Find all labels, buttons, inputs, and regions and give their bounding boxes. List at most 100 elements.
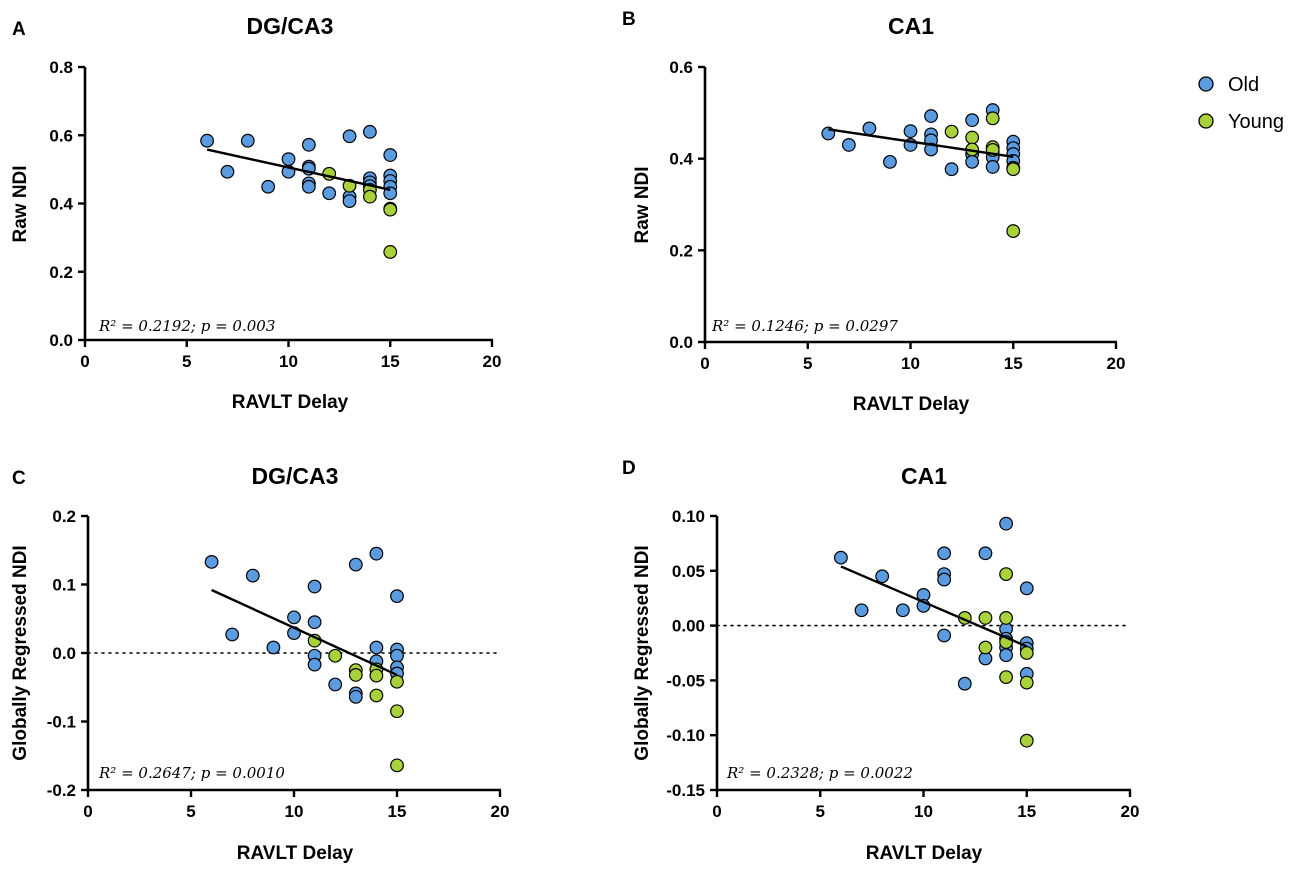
panel-a-point-young bbox=[363, 189, 377, 204]
panel-a-x-tick-label: 0 bbox=[80, 352, 89, 371]
panel-a-point-old bbox=[200, 133, 215, 148]
panel-d-y-tick-label: -0.05 bbox=[666, 671, 705, 690]
panel-d-point-young bbox=[978, 640, 993, 655]
panel-d-point-young bbox=[1019, 733, 1034, 748]
panel-c-y-tick-label: 0.1 bbox=[52, 576, 76, 595]
panel-c-point-old bbox=[369, 546, 384, 561]
panel-a-point-young bbox=[383, 202, 398, 217]
panel-a-x-tick-label: 5 bbox=[182, 352, 191, 371]
panel-d-point-old bbox=[834, 550, 848, 565]
panel-b-series-young bbox=[944, 111, 1021, 238]
panel-a-point-old bbox=[383, 148, 398, 162]
panel-b-axes: 0.0 0.2 0.4 0.6 0 5 10 15 20 bbox=[669, 58, 1125, 373]
panel-c-point-old bbox=[225, 627, 240, 642]
panel-b-point-old bbox=[944, 162, 959, 177]
panel-a-x-tick-label: 15 bbox=[381, 352, 400, 371]
panel-a-chart: A DG/CA3 RAVLT Delay Raw NDI R² = 0.2192… bbox=[10, 13, 501, 413]
panel-c-point-young bbox=[390, 758, 404, 773]
panel-c-point-young bbox=[348, 668, 363, 682]
panel-a-point-old bbox=[240, 133, 255, 148]
panel-c-point-old bbox=[390, 589, 404, 604]
panel-c-y-tick-label: 0.0 bbox=[52, 644, 76, 663]
panel-b-x-tick-label: 20 bbox=[1107, 354, 1126, 373]
panel-c-point-old bbox=[307, 579, 322, 594]
panel-b-y-tick-label: 0.2 bbox=[669, 241, 693, 260]
panel-a-point-old bbox=[220, 164, 235, 179]
panel-c-x-tick-label: 5 bbox=[186, 802, 195, 821]
panel-b-x-tick-label: 10 bbox=[901, 354, 920, 373]
panel-d-point-old bbox=[1019, 581, 1034, 596]
panel-a-point-old bbox=[281, 152, 296, 167]
panel-b-point-old bbox=[965, 113, 980, 128]
panel-a-regression-line bbox=[206, 148, 391, 192]
panel-a-y-tick-label: 0.4 bbox=[49, 195, 73, 214]
panel-d-y-tick-label: 0.05 bbox=[672, 562, 705, 581]
panel-d-point-young bbox=[1019, 675, 1034, 690]
panel-c-point-old bbox=[390, 648, 404, 663]
panel-c-point-young bbox=[369, 688, 384, 703]
legend-old-marker bbox=[1198, 76, 1214, 92]
panel-a-point-old bbox=[261, 179, 276, 194]
panel-b-point-old bbox=[862, 121, 877, 136]
panel-b-point-old bbox=[903, 124, 918, 139]
panel-b-x-tick-label: 5 bbox=[803, 354, 812, 373]
panel-b-y-tick-label: 0.0 bbox=[669, 333, 693, 352]
panel-d-point-old bbox=[999, 516, 1013, 531]
panel-b-point-old bbox=[985, 160, 1000, 174]
panel-d-point-old bbox=[854, 603, 869, 618]
panel-d-x-axis-label: RAVLT Delay bbox=[866, 843, 983, 864]
panel-d-point-old bbox=[999, 648, 1013, 663]
panel-d-x-tick-label: 15 bbox=[1017, 802, 1036, 821]
panel-a-point-old bbox=[322, 186, 337, 201]
panel-a-axes: 0.0 0.2 0.4 0.6 0.8 0 5 10 15 20 bbox=[49, 58, 501, 371]
panel-a-y-tick-label: 0.0 bbox=[49, 331, 73, 350]
panel-d-point-old bbox=[978, 546, 993, 561]
panel-c-point-old bbox=[245, 568, 260, 583]
panel-a-x-axis-label: RAVLT Delay bbox=[232, 392, 349, 413]
panel-letter-d: D bbox=[622, 458, 636, 479]
panel-c-point-old bbox=[287, 610, 301, 625]
panel-c-point-old bbox=[369, 640, 384, 655]
panel-d-title: CA1 bbox=[901, 463, 947, 489]
panel-c-point-young bbox=[390, 674, 404, 689]
panel-d-point-young bbox=[978, 611, 993, 625]
panel-b-point-young bbox=[1006, 224, 1021, 238]
panel-b-chart: B CA1 RAVLT Delay Raw NDI R² = 0.1246; p… bbox=[622, 9, 1125, 415]
panel-d-x-tick-label: 10 bbox=[914, 802, 933, 821]
panel-d-regression-line bbox=[840, 565, 1028, 648]
panel-a-y-tick-label: 0.8 bbox=[49, 58, 73, 77]
panel-d-point-old bbox=[937, 572, 952, 587]
panel-d-axes: -0.15 -0.10 -0.05 0.00 0.05 0.10 0 5 10 15 20 bbox=[666, 507, 1139, 821]
panel-c-stats-annotation: R² = 0.2647; p = 0.0010 bbox=[98, 764, 285, 782]
panel-d-point-old bbox=[937, 546, 952, 561]
panel-b-point-old bbox=[924, 142, 938, 157]
panel-c-point-young bbox=[369, 668, 384, 683]
panel-d-series-young bbox=[957, 567, 1034, 748]
panel-c-point-old bbox=[328, 677, 343, 692]
panel-a-title: DG/CA3 bbox=[247, 13, 334, 39]
panel-c-point-old bbox=[348, 689, 363, 704]
panel-d-point-young bbox=[1019, 646, 1034, 660]
panel-a-point-young bbox=[383, 245, 398, 259]
panel-d-y-tick-label: -0.15 bbox=[666, 781, 705, 800]
panel-d-x-tick-label: 20 bbox=[1121, 802, 1140, 821]
panel-b-point-old bbox=[924, 109, 938, 123]
panel-b-x-axis-label: RAVLT Delay bbox=[853, 394, 970, 415]
panel-d-point-old bbox=[895, 603, 910, 618]
panel-a-point-old bbox=[301, 137, 316, 152]
panel-c-axes: -0.2 -0.1 0.0 0.1 0.2 0 5 10 15 20 bbox=[47, 507, 510, 821]
panel-a-x-tick-label: 10 bbox=[279, 352, 298, 371]
panel-a-point-old bbox=[342, 129, 357, 144]
panel-letter-a: A bbox=[12, 19, 26, 40]
panel-b-point-young bbox=[1006, 162, 1021, 177]
panel-d-y-tick-label: 0.10 bbox=[672, 507, 705, 526]
panel-a-y-tick-label: 0.2 bbox=[49, 263, 73, 282]
panel-d-series-old bbox=[834, 516, 1034, 691]
panel-c-point-old bbox=[307, 615, 322, 630]
panel-d-point-old bbox=[875, 569, 890, 584]
panel-a-y-tick-label: 0.6 bbox=[49, 126, 73, 145]
panel-d-point-old bbox=[937, 628, 952, 643]
panel-d-point-old bbox=[957, 676, 972, 691]
panel-c-x-tick-label: 20 bbox=[491, 802, 510, 821]
